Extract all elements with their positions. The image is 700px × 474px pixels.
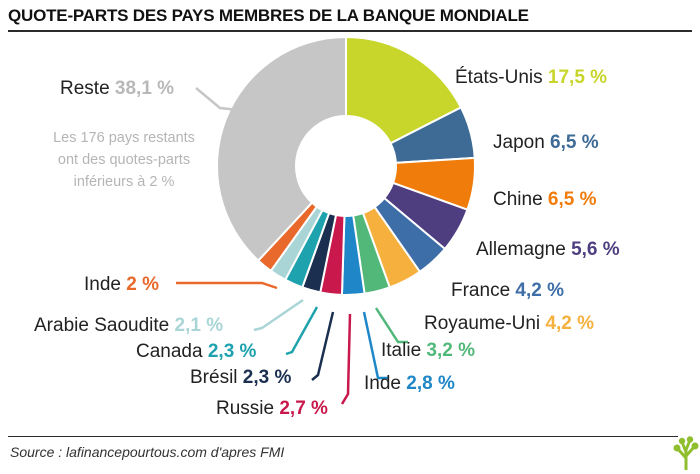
reste-note-line-1: ont des quotes-parts xyxy=(58,152,190,168)
label-value-11: 2,1 % xyxy=(175,315,224,336)
label-value-5: 4,2 % xyxy=(545,313,594,334)
label-chine-2: Chine 6,5 % xyxy=(493,189,597,210)
label-value-12: 2 % xyxy=(126,274,159,295)
label-allemagne-3: Allemagne 5,6 % xyxy=(476,239,620,260)
slice-etats-unis-0 xyxy=(345,35,463,145)
label-name-2: Chine xyxy=(493,189,548,210)
chart-header: QUOTE-PARTS DES PAYS MEMBRES DE LA BANQU… xyxy=(0,0,700,32)
label-name-12: Inde xyxy=(84,274,126,295)
label-name-9: Brésil xyxy=(190,367,243,388)
footer-divider xyxy=(8,436,678,437)
label-value-4: 4,2 % xyxy=(515,280,564,301)
label-name-8: Russie xyxy=(216,398,279,419)
label-name-7: Inde xyxy=(364,373,406,394)
leader-line-italie-6 xyxy=(374,307,408,344)
label-value-13: 38,1 % xyxy=(115,78,174,99)
header-divider xyxy=(8,30,692,32)
label-value-6: 3,2 % xyxy=(426,340,475,361)
label-value-8: 2,7 % xyxy=(279,398,328,419)
label-arabie-saoudite-11: Arabie Saoudite 2,1 % xyxy=(34,315,223,336)
slice-reste-13 xyxy=(216,35,347,263)
label-value-7: 2,8 % xyxy=(406,373,455,394)
label-canada-10: Canada 2,3 % xyxy=(136,341,257,362)
label-name-10: Canada xyxy=(136,341,208,362)
label-value-10: 2,3 % xyxy=(208,341,257,362)
label-value-1: 6,5 % xyxy=(550,132,599,153)
label-name-11: Arabie Saoudite xyxy=(34,315,175,336)
label-japon-1: Japon 6,5 % xyxy=(493,132,599,153)
label-name-0: États-Unis xyxy=(455,67,548,88)
label-russie-8: Russie 2,7 % xyxy=(216,398,328,419)
tree-logo-icon xyxy=(673,436,699,470)
label-value-9: 2,3 % xyxy=(243,367,292,388)
leader-line-bresil-9 xyxy=(311,311,335,381)
label-name-3: Allemagne xyxy=(476,239,571,260)
label-italie-6: Italie 3,2 % xyxy=(381,340,475,361)
label-inde-12: Inde 2 % xyxy=(84,274,159,295)
leader-line-arabie-saoudite-11 xyxy=(253,298,304,332)
leader-line-inde-7 xyxy=(362,311,388,380)
leader-line-inde-12 xyxy=(176,281,278,290)
label-name-6: Italie xyxy=(381,340,426,361)
label-value-3: 5,6 % xyxy=(571,239,620,260)
leader-line-russie-8 xyxy=(340,313,352,405)
reste-note-line-2: inférieurs à 2 % xyxy=(74,174,175,190)
label-france-4: France 4,2 % xyxy=(451,280,564,301)
label-royaume-uni-5: Royaume-Uni 4,2 % xyxy=(424,313,594,334)
leader-line-reste-13 xyxy=(195,87,249,113)
label-name-5: Royaume-Uni xyxy=(424,313,545,334)
label-bresil-9: Brésil 2,3 % xyxy=(190,367,291,388)
label-etats-unis-0: États-Unis 17,5 % xyxy=(455,67,607,88)
label-value-2: 6,5 % xyxy=(548,189,597,210)
label-reste-13: Reste 38,1 % xyxy=(60,78,174,99)
label-value-0: 17,5 % xyxy=(548,67,607,88)
label-inde-7: Inde 2,8 % xyxy=(364,373,455,394)
chart-title: QUOTE-PARTS DES PAYS MEMBRES DE LA BANQU… xyxy=(8,6,529,25)
label-name-13: Reste xyxy=(60,78,115,99)
label-name-1: Japon xyxy=(493,132,550,153)
leader-line-canada-10 xyxy=(285,306,319,356)
reste-note-line-0: Les 176 pays restants xyxy=(53,130,195,146)
source-note: Source : lafinancepourtous.com d'apres F… xyxy=(10,444,285,460)
label-name-4: France xyxy=(451,280,515,301)
